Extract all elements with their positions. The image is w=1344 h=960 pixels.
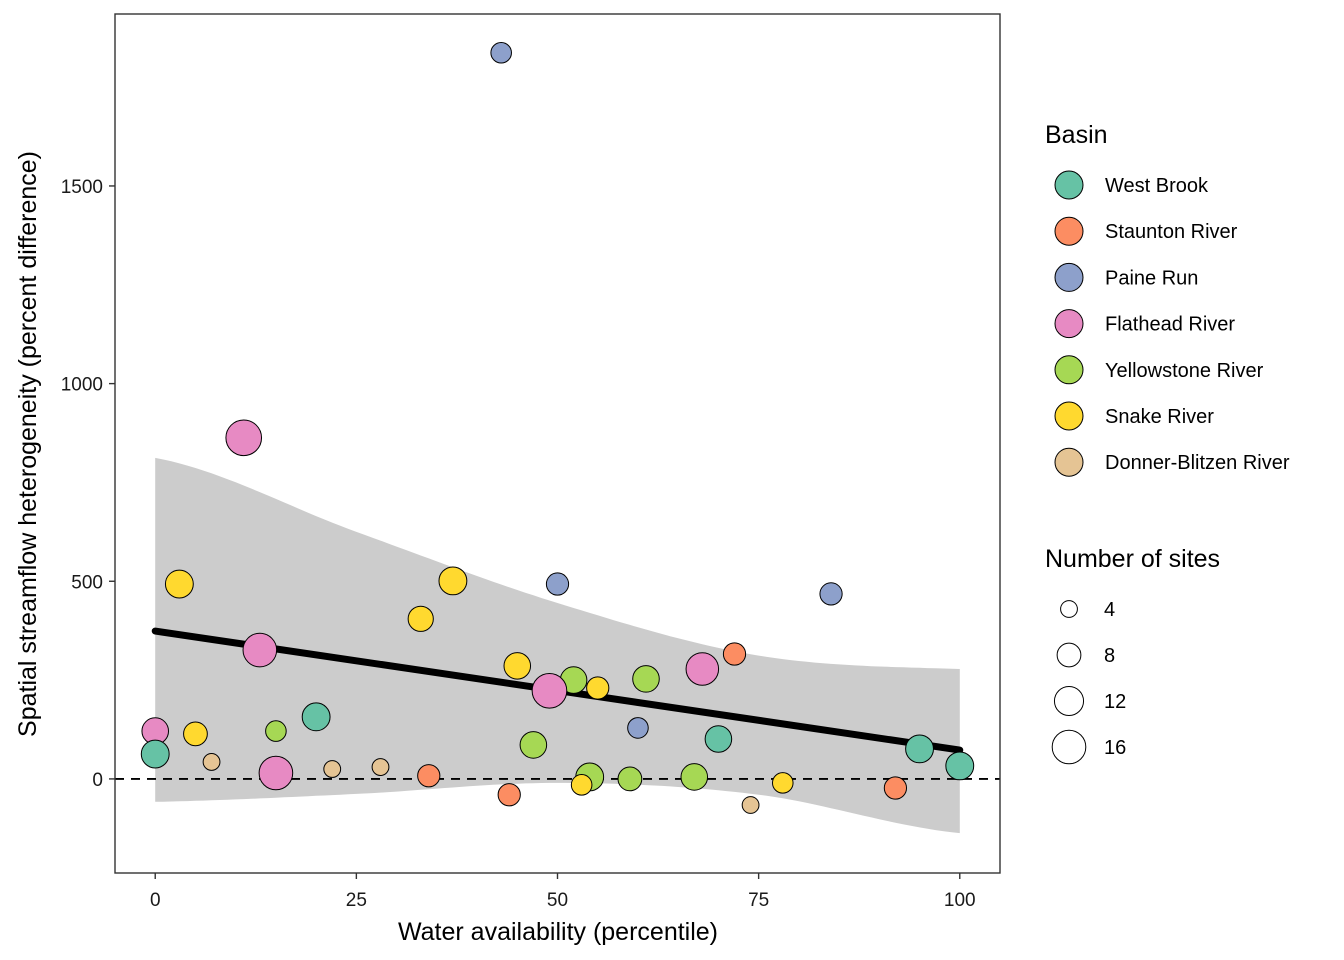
legend-key-paine-run [1054,262,1084,292]
confidence-band-layer [155,457,960,834]
legend-key-donner-blitzen-river [1054,447,1084,477]
data-point-paine-run [490,41,512,64]
data-point-flathead-river [258,755,294,791]
data-point-west-brook [945,751,975,781]
x-tick-label: 50 [547,890,568,911]
size-legend-label: 4 [1104,599,1115,621]
x-tick-label: 100 [944,890,976,911]
basin-legend: Basin West Brook Staunton River Paine Run F… [1045,121,1290,477]
basin-legend-title: Basin [1045,121,1108,149]
size-legend-title: Number of sites [1045,545,1220,573]
data-point-snake-river [570,774,593,796]
size-legend-key [1051,729,1087,765]
data-point-paine-run [545,572,570,596]
data-point-donner-blitzen-river [202,753,221,771]
x-tick-label: 0 [150,890,161,911]
data-point-snake-river [503,652,532,680]
legend-label: West Brook [1105,175,1209,197]
legend-label: Flathead River [1105,314,1235,336]
x-axis-title: Water availability (percentile) [398,918,718,946]
legend-label: Snake River [1105,406,1214,428]
legend-key-west-brook [1054,170,1084,200]
data-point-west-brook [140,739,170,769]
size-legend: Number of sites 4 8 12 16 [1045,545,1220,765]
legend-key-staunton-river [1054,216,1084,246]
legend-label: Paine Run [1105,267,1198,289]
data-point-flathead-river [225,419,263,457]
data-point-west-brook [704,725,733,753]
size-legend-key [1060,600,1078,618]
legend-label: Yellowstone River [1105,360,1264,382]
data-point-yellowstone-river [265,720,287,742]
legend-key-flathead-river [1054,309,1084,339]
data-point-staunton-river [497,783,521,807]
data-point-donner-blitzen-river [741,796,760,814]
data-point-staunton-river [417,764,441,788]
x-axis: 0 25 50 75 100 [150,873,976,911]
legend-label: Staunton River [1105,221,1238,243]
y-axis-title: Spatial streamflow heterogeneity (percen… [14,151,42,737]
data-point-staunton-river [883,776,908,800]
size-legend-label: 16 [1104,737,1126,759]
data-point-staunton-river [722,642,747,666]
data-point-yellowstone-river [680,763,709,791]
data-point-paine-run [819,582,843,606]
size-legend-key [1053,685,1085,717]
legend-key-yellowstone-river [1054,355,1084,385]
y-axis: 0 500 1000 1500 [61,177,115,791]
y-tick-label: 1500 [61,177,103,198]
data-point-snake-river [438,566,468,596]
x-tick-label: 25 [346,890,367,911]
legend-label: Donner-Blitzen River [1105,452,1290,474]
y-tick-label: 0 [92,770,103,791]
x-tick-label: 75 [748,890,769,911]
data-point-snake-river [183,721,208,747]
data-point-yellowstone-river [632,665,660,693]
confidence-band [155,457,960,834]
size-legend-label: 8 [1104,645,1115,667]
data-point-flathead-river [242,632,278,668]
size-legend-label: 12 [1104,691,1126,713]
y-tick-label: 1000 [61,375,103,396]
points-layer [140,41,975,814]
y-tick-label: 500 [71,572,103,593]
data-point-snake-river [586,676,610,700]
size-legend-key [1056,642,1082,668]
data-point-donner-blitzen-river [323,760,342,778]
data-point-paine-run [627,717,649,739]
data-point-snake-river [164,569,194,599]
data-point-snake-river [771,772,794,794]
data-point-west-brook [301,702,331,732]
data-point-yellowstone-river [617,766,643,792]
legend-key-snake-river [1054,401,1084,431]
data-point-west-brook [905,734,934,764]
data-point-yellowstone-river [519,731,548,759]
data-point-donner-blitzen-river [371,758,390,776]
data-point-flathead-river [685,652,720,686]
data-point-snake-river [407,605,434,632]
data-point-flathead-river [531,672,568,709]
